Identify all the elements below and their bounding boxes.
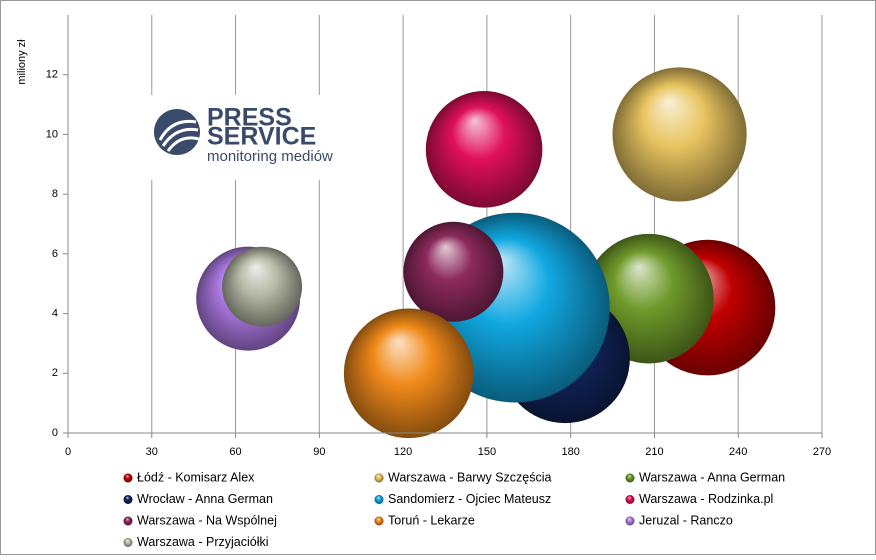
y-tick-label: 6 (52, 248, 58, 260)
legend-label: Toruń - Lekarze (388, 513, 475, 527)
legend-marker (123, 516, 133, 526)
legend-label: Jeruzal - Ranczo (639, 513, 733, 527)
legend-marker (374, 473, 384, 483)
x-tick-label: 120 (394, 446, 412, 458)
legend-marker (625, 495, 635, 504)
bubble (222, 246, 303, 327)
x-tick-label: 180 (561, 446, 579, 458)
y-tick-label: 10 (46, 128, 58, 140)
legend-marker (625, 516, 635, 526)
x-tick-label: 240 (729, 446, 747, 458)
y-axis-label: miliony zł (16, 39, 28, 85)
x-tick-label: 90 (313, 446, 325, 458)
bubble (343, 308, 474, 439)
y-tick-label: 2 (52, 367, 58, 379)
legend-label: Warszawa - Barwy Szczęścia (388, 470, 552, 484)
legend-label: Warszawa - Przyjaciółki (137, 535, 269, 549)
legend-marker (625, 473, 635, 483)
legend-marker (123, 495, 133, 504)
legend-label: Wrocław - Anna German (137, 492, 273, 506)
logo: PRESS SERVICE monitoring mediów (125, 95, 365, 180)
logo-title: PRESS (207, 104, 292, 132)
legend-marker (374, 516, 384, 526)
x-tick-label: 30 (146, 446, 158, 458)
bubble (425, 91, 543, 208)
legend-marker (374, 495, 384, 504)
y-tick-label: 12 (46, 69, 58, 81)
x-tick-label: 210 (645, 446, 663, 458)
y-tick-label: 8 (52, 188, 58, 200)
legend-label: Warszawa - Rodzinka.pl (639, 492, 773, 506)
x-tick-label: 0 (65, 446, 71, 458)
legend-label: Sandomierz - Ojciec Mateusz (388, 492, 551, 506)
x-tick-label: 270 (813, 446, 831, 458)
legend-marker (123, 473, 133, 483)
logo-subtitle: monitoring mediów (207, 148, 333, 165)
legend-label: Warszawa - Anna German (639, 470, 785, 484)
logo-icon-lines (158, 119, 200, 152)
legend-marker (123, 538, 133, 547)
x-tick-label: 150 (478, 446, 496, 458)
logo-title: SERVICE (207, 123, 316, 151)
bubble (612, 67, 747, 202)
bubble (403, 221, 504, 322)
legend-label: Łódź - Komisarz Alex (137, 470, 255, 484)
x-tick-label: 60 (229, 446, 241, 458)
y-tick-label: 0 (52, 427, 58, 439)
y-tick-label: 4 (52, 307, 58, 319)
legend-label: Warszawa - Na Wspólnej (137, 513, 277, 527)
